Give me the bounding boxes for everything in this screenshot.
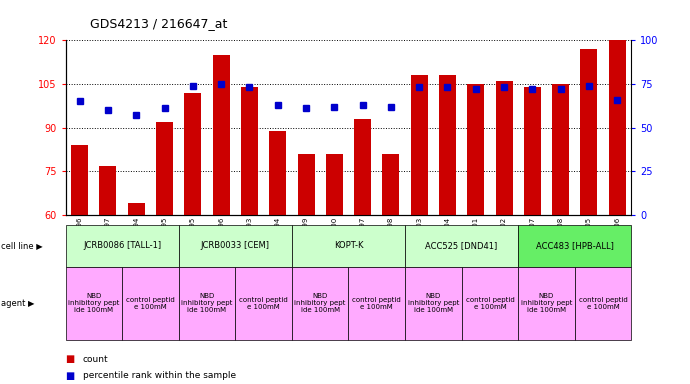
- Bar: [439, 75, 456, 215]
- Text: JCRB0033 [CEM]: JCRB0033 [CEM]: [201, 241, 270, 250]
- Text: control peptid
e 100mM: control peptid e 100mM: [126, 297, 175, 310]
- Bar: [326, 154, 343, 215]
- Text: percentile rank within the sample: percentile rank within the sample: [83, 371, 236, 380]
- Text: control peptid
e 100mM: control peptid e 100mM: [239, 297, 288, 310]
- Bar: [213, 55, 230, 215]
- Text: NBD
inhibitory pept
ide 100mM: NBD inhibitory pept ide 100mM: [181, 293, 233, 313]
- Bar: [156, 122, 173, 215]
- Bar: [128, 204, 145, 215]
- Text: ACC525 [DND41]: ACC525 [DND41]: [426, 241, 497, 250]
- Bar: [382, 154, 400, 215]
- Text: NBD
inhibitory pept
ide 100mM: NBD inhibitory pept ide 100mM: [521, 293, 572, 313]
- Bar: [99, 166, 117, 215]
- Text: control peptid
e 100mM: control peptid e 100mM: [579, 297, 627, 310]
- Text: ■: ■: [66, 371, 75, 381]
- Bar: [297, 154, 315, 215]
- Bar: [411, 75, 428, 215]
- Text: NBD
inhibitory pept
ide 100mM: NBD inhibitory pept ide 100mM: [68, 293, 119, 313]
- Text: NBD
inhibitory pept
ide 100mM: NBD inhibitory pept ide 100mM: [295, 293, 346, 313]
- Bar: [71, 145, 88, 215]
- Bar: [609, 40, 626, 215]
- Bar: [269, 131, 286, 215]
- Text: control peptid
e 100mM: control peptid e 100mM: [353, 297, 401, 310]
- Text: JCRB0086 [TALL-1]: JCRB0086 [TALL-1]: [83, 241, 161, 250]
- Text: cell line ▶: cell line ▶: [1, 241, 43, 250]
- Text: NBD
inhibitory pept
ide 100mM: NBD inhibitory pept ide 100mM: [408, 293, 459, 313]
- Bar: [580, 49, 598, 215]
- Text: count: count: [83, 354, 108, 364]
- Bar: [524, 87, 541, 215]
- Text: agent ▶: agent ▶: [1, 299, 35, 308]
- Bar: [467, 84, 484, 215]
- Bar: [495, 81, 513, 215]
- Text: KOPT-K: KOPT-K: [334, 241, 363, 250]
- Bar: [241, 87, 258, 215]
- Bar: [184, 93, 201, 215]
- Text: control peptid
e 100mM: control peptid e 100mM: [466, 297, 514, 310]
- Bar: [354, 119, 371, 215]
- Text: ■: ■: [66, 354, 75, 364]
- Bar: [552, 84, 569, 215]
- Text: ACC483 [HPB-ALL]: ACC483 [HPB-ALL]: [536, 241, 613, 250]
- Text: GDS4213 / 216647_at: GDS4213 / 216647_at: [90, 17, 227, 30]
